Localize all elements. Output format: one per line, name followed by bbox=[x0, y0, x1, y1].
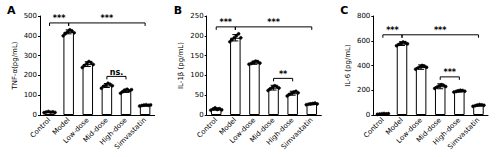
svg-text:High-dose: High-dose bbox=[264, 116, 296, 147]
svg-text:250: 250 bbox=[190, 12, 203, 20]
svg-text:***: *** bbox=[443, 68, 456, 77]
svg-text:***: *** bbox=[434, 26, 447, 35]
svg-text:400: 400 bbox=[357, 62, 370, 70]
svg-text:0: 0 bbox=[199, 111, 203, 119]
svg-text:A: A bbox=[7, 4, 16, 17]
svg-text:***: *** bbox=[53, 14, 66, 23]
svg-text:Model: Model bbox=[51, 116, 72, 137]
svg-text:High-dose: High-dose bbox=[98, 116, 129, 147]
svg-text:ns.: ns. bbox=[110, 68, 124, 77]
svg-text:***: *** bbox=[219, 18, 232, 27]
svg-text:Simvastatin: Simvastatin bbox=[280, 116, 315, 151]
svg-text:200: 200 bbox=[24, 71, 37, 79]
svg-text:**: ** bbox=[279, 70, 288, 79]
svg-text:Mid-dose: Mid-dose bbox=[415, 116, 444, 145]
svg-text:Mid-dose: Mid-dose bbox=[81, 116, 110, 145]
svg-text:600: 600 bbox=[357, 37, 370, 45]
svg-text:200: 200 bbox=[190, 32, 203, 40]
svg-text:Mid-dose: Mid-dose bbox=[248, 116, 277, 145]
svg-text:Simvastatin: Simvastatin bbox=[113, 116, 148, 151]
svg-text:IL-6 (pg/mL): IL-6 (pg/mL) bbox=[344, 44, 352, 87]
svg-text:Control: Control bbox=[29, 116, 53, 140]
svg-text:Control: Control bbox=[196, 116, 220, 140]
svg-text:100: 100 bbox=[190, 71, 203, 79]
svg-text:B: B bbox=[174, 4, 182, 17]
svg-text:Low-dose: Low-dose bbox=[61, 116, 91, 146]
svg-text:100: 100 bbox=[24, 91, 37, 99]
svg-text:High-dose: High-dose bbox=[431, 116, 463, 147]
svg-text:Low-dose: Low-dose bbox=[395, 116, 424, 146]
svg-text:50: 50 bbox=[195, 91, 204, 99]
svg-text:0: 0 bbox=[366, 111, 370, 119]
svg-text:200: 200 bbox=[357, 86, 370, 94]
svg-text:Simvastatin: Simvastatin bbox=[446, 116, 481, 151]
svg-text:0: 0 bbox=[33, 111, 37, 119]
svg-text:***: *** bbox=[101, 14, 114, 23]
svg-text:400: 400 bbox=[24, 32, 37, 40]
svg-text:Control: Control bbox=[362, 116, 386, 140]
svg-text:800: 800 bbox=[357, 12, 370, 20]
svg-text:TNF-α(pg/mL): TNF-α(pg/mL) bbox=[11, 41, 19, 90]
svg-text:500: 500 bbox=[24, 12, 37, 20]
svg-text:150: 150 bbox=[190, 52, 203, 60]
svg-text:300: 300 bbox=[24, 52, 37, 60]
svg-text:***: *** bbox=[386, 26, 399, 35]
svg-text:***: *** bbox=[267, 18, 280, 27]
svg-text:IL-1β (pg/mL): IL-1β (pg/mL) bbox=[177, 42, 185, 89]
svg-text:Model: Model bbox=[217, 116, 239, 137]
svg-text:C: C bbox=[340, 4, 348, 17]
svg-text:Low-dose: Low-dose bbox=[228, 116, 258, 146]
svg-text:Model: Model bbox=[384, 116, 405, 137]
